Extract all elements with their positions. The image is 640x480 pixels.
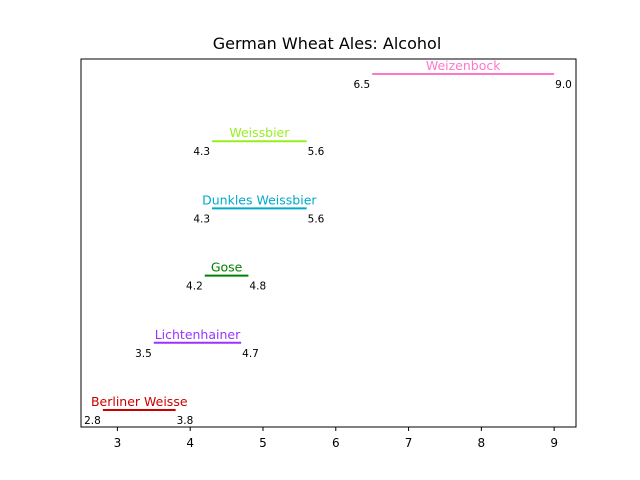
range-name-label: Weizenbock — [426, 58, 501, 73]
range-name-label: Dunkles Weissbier — [202, 192, 317, 207]
range-min-label: 4.3 — [193, 213, 210, 225]
range-min-label: 2.8 — [84, 415, 101, 427]
range-name-label: Weissbier — [229, 125, 290, 140]
range-max-label: 9.0 — [555, 79, 572, 91]
x-tick-label: 3 — [114, 436, 122, 450]
x-tick-label: 4 — [186, 436, 194, 450]
plot-area — [80, 58, 577, 428]
range-max-label: 5.6 — [308, 213, 325, 225]
x-tick-label: 8 — [478, 436, 486, 450]
x-tick-label: 6 — [332, 436, 340, 450]
x-tick-label: 5 — [259, 436, 267, 450]
range-item: Weizenbock 6.5 9.0 — [353, 58, 571, 91]
range-name-label: Lichtenhainer — [155, 327, 241, 342]
x-tick-label: 7 — [405, 436, 413, 450]
range-max-label: 3.8 — [177, 415, 194, 427]
range-min-label: 4.3 — [193, 146, 210, 158]
range-item: Weissbier 4.3 5.6 — [193, 125, 324, 158]
range-max-label: 4.8 — [249, 281, 266, 293]
range-max-label: 4.7 — [242, 348, 259, 360]
range-item: Berliner Weisse 2.8 3.8 — [84, 394, 193, 427]
range-min-label: 3.5 — [135, 348, 152, 360]
range-max-label: 5.6 — [308, 146, 325, 158]
range-item: Gose 4.2 4.8 — [186, 260, 266, 293]
range-item: Dunkles Weissbier 4.3 5.6 — [193, 192, 324, 225]
range-min-label: 4.2 — [186, 281, 203, 293]
x-tick-label: 9 — [550, 436, 558, 450]
range-name-label: Berliner Weisse — [91, 394, 188, 409]
chart-title: German Wheat Ales: Alcohol — [213, 34, 442, 53]
x-axis: 3 4 5 6 7 8 9 — [114, 427, 558, 450]
range-name-label: Gose — [211, 260, 243, 275]
range-min-label: 6.5 — [353, 79, 370, 91]
